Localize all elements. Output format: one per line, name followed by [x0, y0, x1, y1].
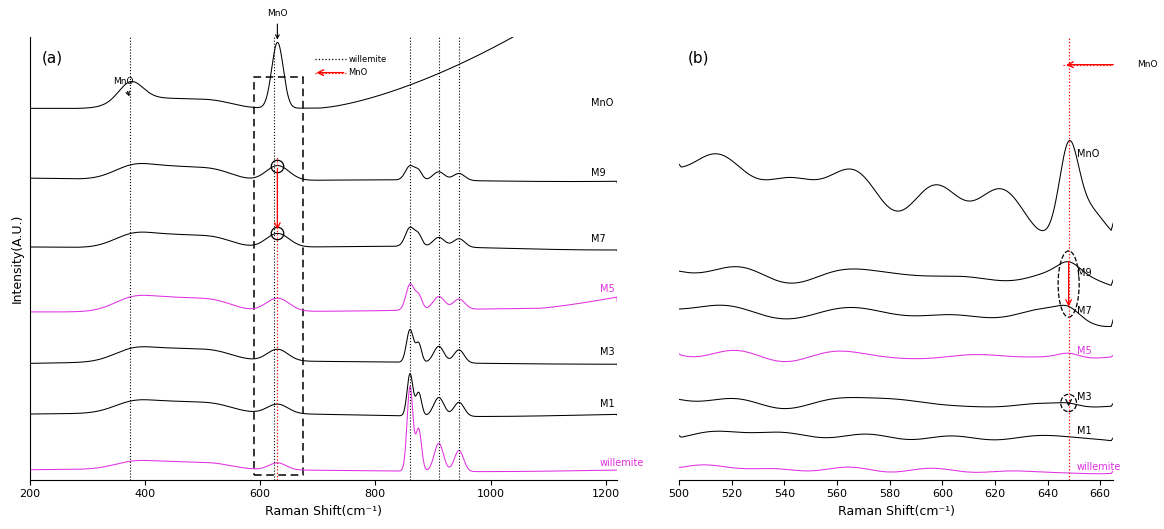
Text: willemite: willemite — [599, 458, 645, 468]
Text: M3: M3 — [599, 348, 615, 358]
Text: M1: M1 — [599, 399, 615, 409]
Text: MnO: MnO — [1137, 60, 1157, 69]
Text: M5: M5 — [599, 284, 615, 294]
Text: M9: M9 — [1077, 268, 1091, 278]
X-axis label: Raman Shift(cm⁻¹): Raman Shift(cm⁻¹) — [265, 505, 382, 518]
Text: MnO: MnO — [267, 10, 288, 39]
Text: (a): (a) — [42, 50, 63, 65]
Text: (b): (b) — [688, 50, 709, 65]
Text: M9: M9 — [591, 168, 606, 178]
Text: M1: M1 — [1077, 426, 1091, 436]
Text: MnO: MnO — [348, 68, 368, 77]
Text: M3: M3 — [1077, 392, 1091, 402]
Text: MnO: MnO — [591, 98, 613, 108]
Text: MnO: MnO — [1077, 150, 1099, 160]
Text: M7: M7 — [591, 234, 606, 244]
Text: willemite: willemite — [348, 55, 386, 64]
X-axis label: Raman Shift(cm⁻¹): Raman Shift(cm⁻¹) — [838, 505, 954, 518]
Bar — [254, 77, 304, 475]
Text: MnO: MnO — [113, 77, 134, 95]
Text: willemite: willemite — [1077, 462, 1121, 472]
Y-axis label: Intensity(A.U.): Intensity(A.U.) — [12, 214, 24, 303]
Text: M5: M5 — [1077, 346, 1092, 357]
Text: M7: M7 — [1077, 306, 1092, 316]
